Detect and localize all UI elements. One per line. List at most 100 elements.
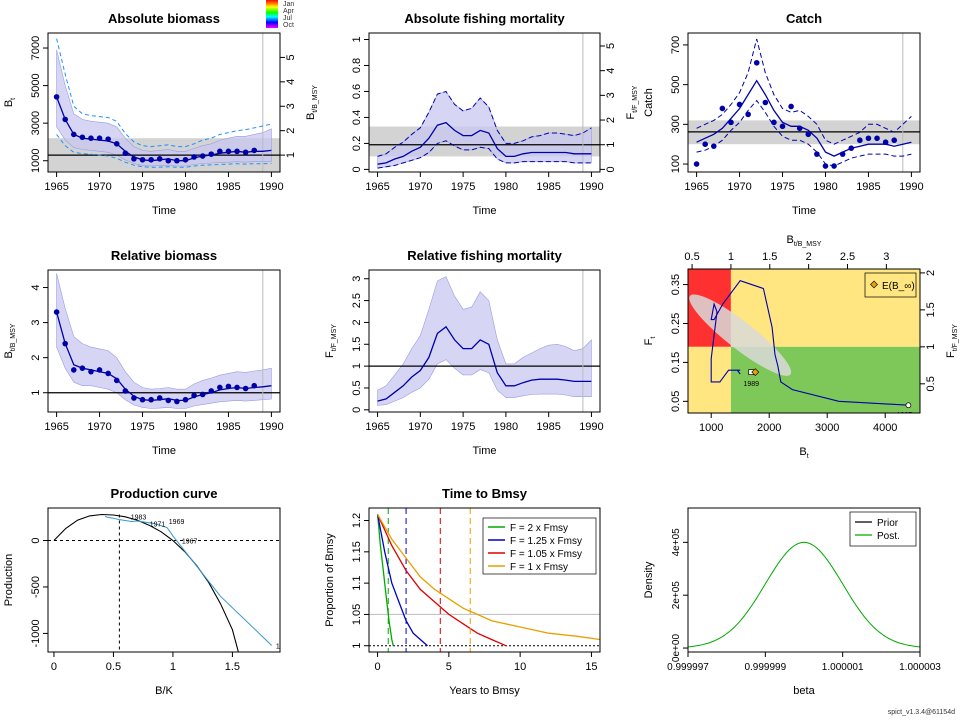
x-tick-label: 1985	[536, 181, 560, 193]
data-point	[234, 384, 240, 391]
y-tick-label: 0.8	[351, 58, 363, 73]
x-tick-label: 1990	[259, 421, 283, 433]
y-tick-label: 0.4	[351, 110, 363, 125]
data-point	[805, 131, 812, 138]
y-tick-label: 0.35	[670, 274, 682, 295]
data-point	[139, 396, 146, 403]
year-label: 1965	[276, 643, 292, 650]
y2-axis-label: Ft/F_MSY	[625, 85, 639, 119]
data-point	[88, 135, 94, 141]
data-point	[251, 382, 258, 389]
x-tick-label: 1965	[44, 421, 68, 433]
y-tick-label: 2	[30, 355, 42, 361]
chart-title: Relative fishing mortality	[407, 248, 562, 263]
y-tick-label: 0.15	[670, 352, 682, 373]
x-tick-label: 0	[374, 661, 380, 673]
x-tick-label: 1990	[579, 421, 603, 433]
projection-line	[377, 513, 600, 641]
y-tick-label: -1000	[30, 619, 42, 647]
x-tick-label: 1965	[44, 181, 68, 193]
x2-tick-label: 0.5	[684, 251, 699, 263]
legend-box	[849, 511, 917, 547]
x-axis-label: B/K	[155, 685, 173, 697]
x-axis-label: Time	[472, 445, 496, 457]
plot-frame	[368, 269, 601, 413]
data-point	[208, 388, 215, 394]
y-tick-label: 1.1	[351, 575, 363, 590]
data-point	[156, 395, 163, 401]
lower-ci-line	[377, 140, 592, 169]
data-point	[113, 141, 120, 147]
x-tick-label: 1985	[536, 421, 560, 433]
month-color-legend: Jan Apr Jul Oct	[266, 0, 295, 29]
x-tick-label: 1.5	[225, 661, 240, 673]
y2-axis-label: Bt/B_MSY	[305, 85, 319, 120]
y-tick-label: 2.5	[351, 293, 363, 308]
x-tick-label: 1000	[699, 422, 723, 434]
chart-title: Absolute biomass	[108, 11, 220, 26]
x-tick-label: 0.5	[106, 661, 121, 673]
y-tick-label: -500	[30, 576, 42, 598]
y2-tick-label: 2	[925, 270, 937, 276]
y-tick-label: 1	[351, 363, 363, 369]
data-point	[96, 135, 103, 141]
x-tick-label: 1965	[365, 421, 389, 433]
y-tick-label: 0.05	[670, 391, 682, 412]
data-point	[191, 392, 197, 399]
chart-title: Production curve	[111, 486, 218, 501]
plot-area	[369, 270, 600, 412]
y-tick-label: 0.2	[351, 136, 363, 151]
chart-title: Catch	[786, 11, 822, 26]
data-point	[251, 147, 258, 154]
data-point	[234, 148, 240, 155]
x-axis-label: Time	[792, 205, 816, 217]
x2-axis-label: Bt/B_MSY	[787, 234, 822, 248]
y-axis-label: Density	[643, 561, 655, 598]
data-point	[70, 367, 77, 373]
upper-ci-line	[377, 90, 592, 157]
x-tick-label: 1990	[259, 181, 283, 193]
projection-line	[376, 514, 394, 646]
data-point	[882, 139, 889, 146]
data-point	[891, 137, 898, 144]
data-point	[88, 368, 94, 375]
y-axis-label: Proportion of Bmsy	[324, 533, 336, 627]
x-tick-label: 1975	[770, 181, 794, 193]
plot-frame	[368, 32, 601, 173]
projection-line	[376, 514, 428, 647]
data-point	[217, 384, 223, 391]
data-point	[148, 156, 154, 163]
x-tick-label: 1980	[173, 181, 197, 193]
year-label: 1967	[182, 538, 198, 545]
data-point	[182, 156, 189, 163]
y-tick-label: 1.2	[351, 513, 363, 528]
data-point	[62, 340, 68, 347]
data-point	[62, 116, 68, 123]
x-tick-label: 1975	[451, 421, 475, 433]
y-axis-label: Ft	[643, 337, 657, 346]
trajectory-start	[905, 402, 912, 409]
data-point	[53, 309, 60, 315]
data-point	[96, 367, 103, 373]
y2-tick-label: 3	[285, 103, 297, 109]
y-tick-label: 0e+00	[671, 634, 682, 663]
y-axis-label: Catch	[643, 88, 655, 117]
data-point	[174, 398, 180, 405]
y2-tick-label: 1	[285, 152, 297, 158]
y-axis-label: Production	[3, 554, 15, 607]
x-tick-label: 1980	[813, 181, 837, 193]
y-tick-label: 1	[30, 390, 42, 396]
data-point	[839, 151, 846, 157]
x-tick-label: 4000	[873, 422, 897, 434]
data-point	[165, 157, 172, 164]
x-tick-label: 1975	[130, 421, 154, 433]
legend-label: F = 1 x Fmsy	[510, 562, 568, 573]
projection-line	[377, 514, 507, 647]
data-point	[165, 397, 172, 404]
estimate-line	[377, 121, 592, 165]
x2-tick-label: 2	[806, 251, 812, 263]
x-tick-label: 1.000001	[822, 662, 864, 673]
x-tick-label: 1965	[684, 181, 708, 193]
plot-area	[48, 270, 280, 412]
